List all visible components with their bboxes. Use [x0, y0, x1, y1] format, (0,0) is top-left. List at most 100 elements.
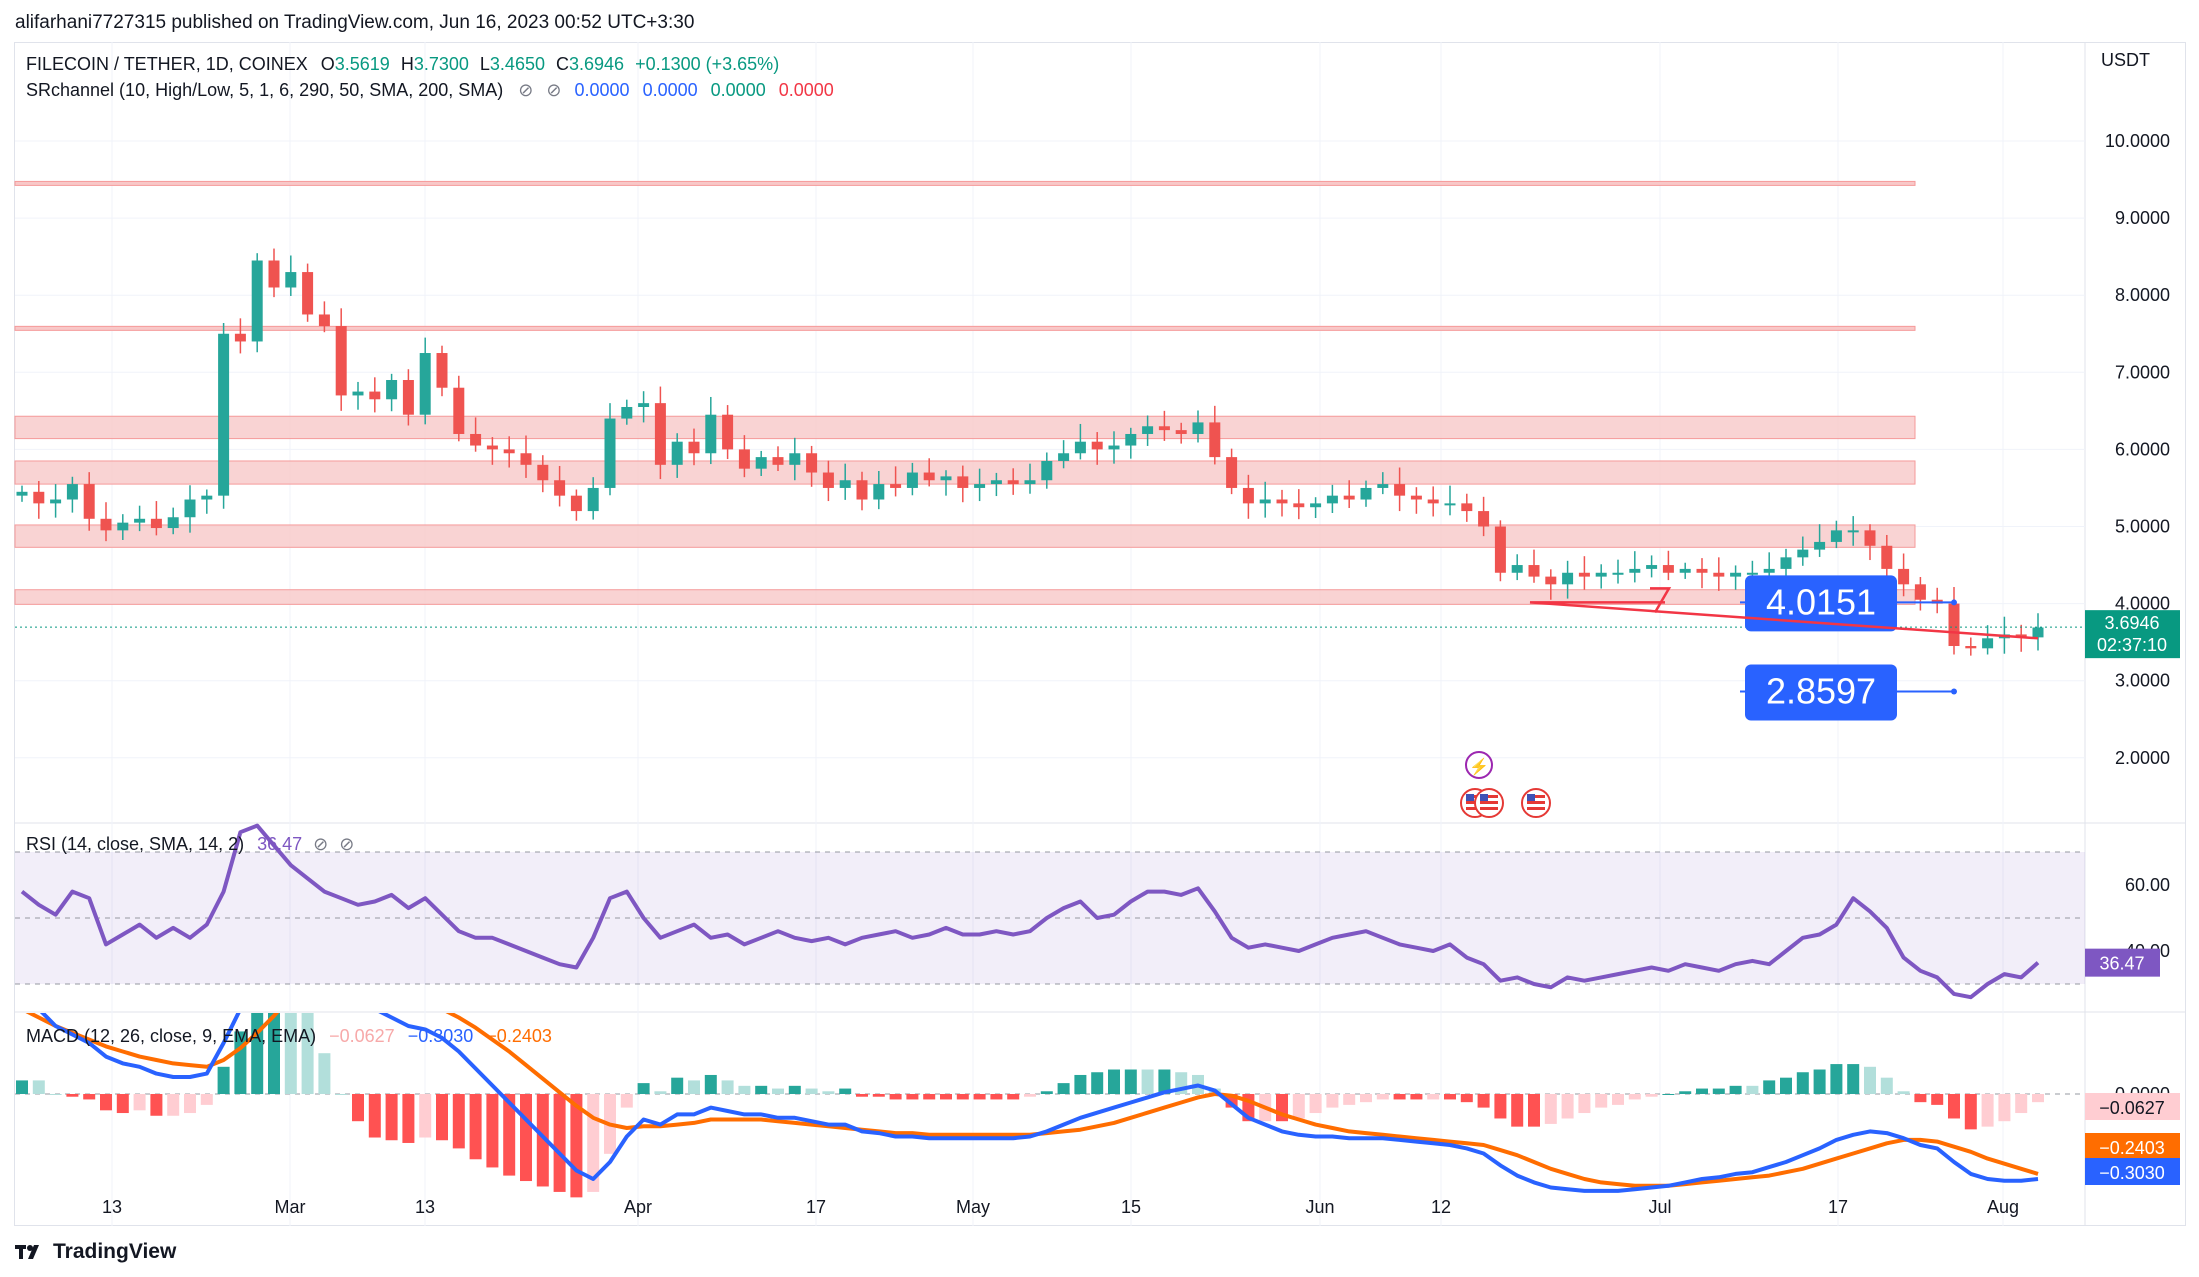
macd-histogram-bar — [973, 1094, 986, 1100]
macd-histogram-bar — [755, 1085, 768, 1094]
candle-body — [386, 380, 398, 400]
candle-body — [1444, 503, 1456, 506]
candle-body — [554, 480, 566, 496]
macd-histogram-bar — [167, 1094, 180, 1116]
macd-histogram-bar — [1964, 1094, 1977, 1130]
candle-body — [1612, 572, 1624, 575]
macd-histogram-bar — [1981, 1094, 1994, 1127]
candle-body — [453, 387, 465, 434]
macd-histogram-bar — [923, 1094, 936, 1100]
candle-body — [66, 484, 78, 500]
candle-body — [537, 464, 549, 481]
macd-histogram-bar — [1847, 1064, 1860, 1094]
macd-histogram-bar — [436, 1094, 448, 1141]
candle-body — [671, 441, 683, 465]
eye-off-icon-2[interactable]: ⊘ — [546, 80, 562, 100]
macd-histogram-bar — [2015, 1094, 2028, 1114]
target-high-anchor — [1951, 599, 1957, 606]
macd-histogram-bar — [1427, 1094, 1440, 1100]
macd-histogram-bar — [1158, 1069, 1171, 1094]
macd-histogram-bar — [856, 1094, 868, 1097]
macd-histogram-bar — [1830, 1064, 1843, 1094]
candle-body — [184, 499, 196, 518]
srchannel-legend: SRchannel (10, High/Low, 5, 1, 6, 290, 5… — [26, 80, 834, 101]
macd-histogram-bar — [738, 1085, 751, 1094]
candle-body — [1377, 484, 1389, 488]
candle-body — [1158, 426, 1170, 431]
candle-body — [520, 453, 532, 465]
price-tick-label: 8.0000 — [2115, 285, 2170, 305]
date-tick-label: Aug — [1987, 1197, 2019, 1217]
date-tick-label: May — [956, 1197, 990, 1217]
candle-body — [688, 441, 700, 454]
macd-title[interactable]: MACD (12, 26, close, 9, EMA, EMA) — [26, 1026, 317, 1046]
macd-histogram-bar — [1544, 1094, 1557, 1124]
symbol-title[interactable]: FILECOIN / TETHER, 1D, COINEX — [26, 54, 308, 74]
candle-body — [1595, 572, 1607, 577]
macd-histogram-bar — [284, 1013, 297, 1094]
candle-body — [1511, 565, 1523, 573]
candle-body — [1881, 545, 1893, 569]
projection-arrow-line — [1529, 601, 2039, 640]
candle-body — [990, 480, 1002, 485]
candle-body — [1948, 603, 1960, 647]
candle-body — [318, 314, 330, 327]
candle-body — [1326, 495, 1338, 504]
candle-body — [1209, 422, 1221, 458]
macd-histogram-bar — [217, 1066, 230, 1094]
tradingview-footer[interactable]: TradingView — [15, 1240, 176, 1264]
macd-histogram-bar — [1292, 1094, 1305, 1119]
macd-histogram-bar — [1343, 1094, 1356, 1105]
macd-line — [39, 1013, 2039, 1193]
macd-histogram-bar — [1024, 1094, 1036, 1097]
macd-hist-badge — [2085, 1093, 2180, 1120]
macd-histogram-bar — [1595, 1094, 1608, 1108]
macd-line-value: −0.3030 — [407, 1026, 474, 1046]
rsi-title[interactable]: RSI (14, close, SMA, 14, 2) — [26, 834, 245, 854]
date-tick-label: 13 — [415, 1197, 435, 1217]
candle-body — [1662, 565, 1674, 573]
macd-histogram-bar — [1998, 1094, 2011, 1122]
candle-body — [134, 518, 146, 523]
candle-body — [1864, 530, 1876, 546]
eye-off-icon[interactable]: ⊘ — [518, 80, 534, 100]
macd-histogram-bar — [872, 1094, 885, 1097]
macd-histogram-bar — [704, 1074, 717, 1094]
candle-body — [1276, 499, 1288, 504]
candle-body — [50, 499, 62, 504]
target-low-badge — [1745, 664, 1897, 721]
macd-histogram-bar — [721, 1080, 734, 1094]
candle-body — [1679, 568, 1691, 573]
candle-body — [654, 403, 666, 465]
flag-stripe — [1480, 795, 1498, 798]
macd-histogram-bar — [1376, 1094, 1389, 1100]
macd-histogram-bar — [1007, 1094, 1020, 1100]
eye-off-icon-3[interactable]: ⊘ — [313, 834, 329, 854]
sr-zone — [14, 415, 1916, 440]
candle-body — [890, 484, 902, 488]
candle-body — [1394, 484, 1406, 496]
srchannel-value-2: 0.0000 — [642, 80, 698, 100]
macd-histogram-bar — [553, 1094, 566, 1192]
macd-histogram-bar — [83, 1094, 96, 1100]
candle-body — [1007, 480, 1019, 485]
candle-body — [604, 418, 616, 488]
candle-body — [117, 522, 129, 531]
candle-body — [1898, 568, 1910, 585]
high-label: H — [400, 54, 414, 74]
macd-histogram-bar — [1914, 1094, 1927, 1103]
srchannel-title[interactable]: SRchannel (10, High/Low, 5, 1, 6, 290, 5… — [26, 80, 504, 100]
macd-histogram-bar — [1410, 1094, 1423, 1100]
candle-body — [1545, 576, 1557, 585]
lightning-glyph: ⚡ — [1469, 757, 1489, 776]
candle-body — [218, 333, 230, 496]
eye-off-icon-4[interactable]: ⊘ — [339, 834, 355, 854]
candle-body — [1259, 499, 1271, 504]
candle-body — [772, 457, 784, 465]
macd-histogram-bar — [1528, 1094, 1540, 1127]
macd-histogram-bar — [200, 1094, 213, 1105]
macd-histogram-bar — [116, 1094, 129, 1114]
candle-body — [16, 491, 28, 496]
candle-body — [957, 476, 969, 488]
